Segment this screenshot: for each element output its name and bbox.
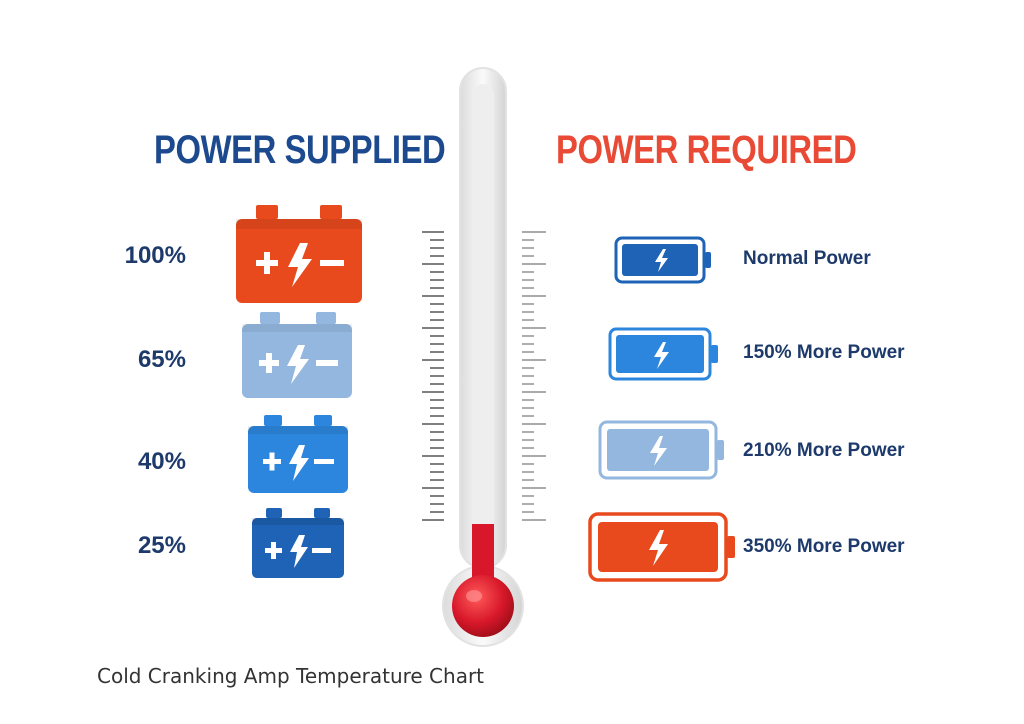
power-supplied-heading: POWER SUPPLIED xyxy=(154,128,446,172)
required-level-label: 150% More Power xyxy=(743,342,905,363)
required-level-label: 350% More Power xyxy=(743,536,905,557)
supplied-level-label: 25% xyxy=(137,532,186,559)
supplied-level-label: 65% xyxy=(137,346,186,373)
lightning-bolt-icon xyxy=(650,436,667,466)
required-level-label: 210% More Power xyxy=(743,440,905,461)
supplied-level-label: 100% xyxy=(124,242,186,269)
thermometer-right-scale xyxy=(522,231,546,521)
power-required-heading: POWER REQUIRED xyxy=(556,128,857,172)
lightning-bolt-icon xyxy=(655,249,668,272)
battery-cell-icon xyxy=(598,420,726,480)
battery-cell-icon xyxy=(614,236,714,284)
thermometer-icon xyxy=(408,66,568,652)
car-battery-icon xyxy=(248,415,348,493)
required-level-label: Normal Power xyxy=(743,248,871,269)
battery-cell-icon xyxy=(588,512,738,582)
car-battery-icon xyxy=(236,205,362,303)
car-battery-icon xyxy=(252,508,344,578)
supplied-level-label: 40% xyxy=(137,448,186,475)
car-battery-icon xyxy=(242,312,352,398)
thermometer-left-scale xyxy=(422,231,444,521)
lightning-bolt-icon xyxy=(649,530,668,566)
lightning-bolt-icon xyxy=(654,342,669,369)
battery-cell-icon xyxy=(608,327,720,381)
figure-caption: Cold Cranking Amp Temperature Chart xyxy=(97,664,485,688)
